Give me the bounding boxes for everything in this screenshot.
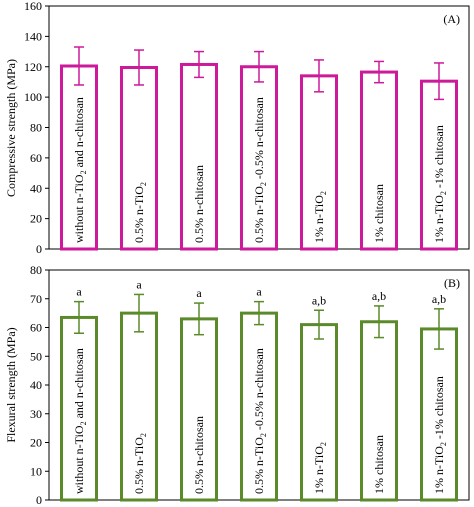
category-label: 1% n-TiO2 -1% chitosan [432, 376, 448, 494]
y-tick-label: 70 [30, 292, 42, 306]
significance-label: a,b [372, 289, 386, 303]
y-tick-label: 30 [30, 407, 42, 421]
category-label: 1% n-TiO2 -1% chitosan [432, 125, 448, 243]
bar [420, 327, 458, 502]
category-label: 0.5% n-TiO2 -0.5% n-chitosan [252, 97, 268, 243]
bar [240, 311, 278, 502]
category-label: 1% n-TiO2 [312, 191, 328, 243]
y-tick-label: 60 [30, 321, 42, 335]
bar [300, 323, 338, 502]
y-tick-label: 60 [30, 151, 42, 165]
significance-label: a [196, 286, 202, 300]
category-label: without n-TiO2 and n-chitosan [72, 97, 88, 243]
y-tick-label: 120 [24, 60, 42, 74]
bar [300, 74, 338, 251]
y-tick-label: 80 [30, 263, 42, 277]
significance-label: a,b [312, 293, 326, 307]
category-label: 0.5% n-chitosan [192, 416, 206, 494]
y-tick-label: 0 [36, 242, 42, 256]
y-axis-label: Compressive strength (MPa) [4, 59, 18, 197]
y-tick-label: 20 [30, 212, 42, 226]
panel-label: (B) [444, 276, 460, 290]
category-label: without n-TiO2 and n-chitosan [72, 348, 88, 494]
category-label: 0.5% n-TiO2 [132, 182, 148, 243]
category-label: 0.5% n-chitosan [192, 165, 206, 243]
bar [60, 64, 98, 251]
panel-label: (A) [443, 12, 460, 26]
y-tick-label: 40 [30, 181, 42, 195]
chart-panel-b: 0 10 20 30 40 50 60 70 80 Flexural strength (MPa)… [4, 263, 470, 507]
chart-panel-a: 0 20 40 60 80 100 120 140 160 Compressive strengt… [4, 0, 470, 256]
y-tick-label: 0 [36, 493, 42, 507]
y-tick-label: 100 [24, 90, 42, 104]
y-axis-label: Flexural strength (MPa) [4, 327, 18, 442]
y-tick-label: 140 [24, 29, 42, 43]
significance-label: a,b [432, 292, 446, 306]
bar [360, 70, 398, 251]
y-tick-label: 10 [30, 464, 42, 478]
bar [120, 311, 158, 502]
y-tick-label: 80 [30, 121, 42, 135]
category-label: 0.5% n-TiO2 [132, 433, 148, 494]
significance-label: a [136, 277, 142, 291]
bar [240, 65, 278, 251]
significance-label: a [256, 285, 262, 299]
category-label: 1% n-TiO2 [312, 442, 328, 494]
bar [60, 315, 98, 502]
category-label: 1% chitosan [372, 184, 386, 243]
significance-label: a [76, 285, 82, 299]
category-label: 1% chitosan [372, 435, 386, 494]
y-tick-label: 160 [24, 0, 42, 13]
y-tick-label: 40 [30, 378, 42, 392]
y-tick-label: 20 [30, 436, 42, 450]
category-label: 0.5% n-TiO2 -0.5% n-chitosan [252, 348, 268, 494]
y-tick-label: 50 [30, 349, 42, 363]
